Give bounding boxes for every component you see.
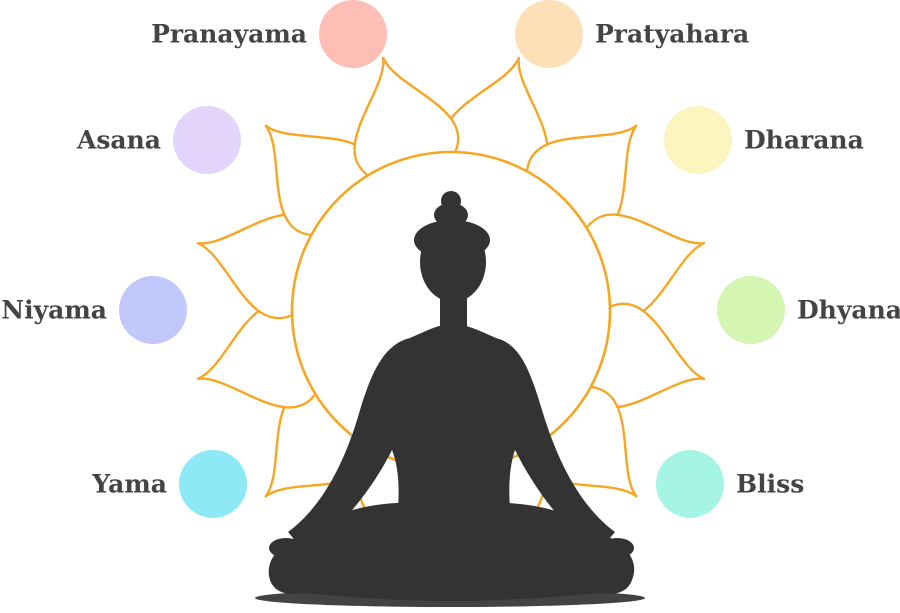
node-niyama: Niyama — [1, 276, 187, 344]
right-hand — [600, 538, 634, 558]
neck — [440, 290, 467, 330]
node-circle-niyama — [119, 276, 187, 344]
node-label-bliss: Bliss — [736, 470, 804, 499]
node-bliss: Bliss — [656, 450, 804, 518]
node-label-pratyahara: Pratyahara — [595, 20, 749, 49]
meditating-figure-silhouette — [268, 191, 635, 601]
node-asana: Asana — [76, 106, 241, 174]
node-dhyana: Dhyana — [717, 276, 900, 344]
limb-nodes: Yama Niyama Asana Pranayama Pratyahara Dharan… — [1, 0, 900, 518]
node-circle-asana — [173, 106, 241, 174]
node-circle-pratyahara — [515, 0, 583, 68]
node-circle-bliss — [656, 450, 724, 518]
node-circle-dhyana — [717, 276, 785, 344]
node-circle-yama — [179, 450, 247, 518]
node-label-niyama: Niyama — [1, 296, 107, 325]
node-label-dhyana: Dhyana — [797, 296, 900, 325]
node-pratyahara: Pratyahara — [515, 0, 749, 68]
node-pranayama: Pranayama — [151, 0, 387, 68]
node-label-pranayama: Pranayama — [151, 20, 307, 49]
node-label-asana: Asana — [76, 126, 161, 155]
head — [420, 222, 486, 302]
crossed-legs — [268, 502, 635, 601]
left-hand — [269, 538, 303, 558]
node-circle-pranayama — [319, 0, 387, 68]
node-label-dharana: Dharana — [744, 126, 864, 155]
node-circle-dharana — [664, 106, 732, 174]
node-dharana: Dharana — [664, 106, 864, 174]
node-label-yama: Yama — [91, 470, 167, 499]
lotus-petal — [353, 56, 460, 183]
node-yama: Yama — [91, 450, 247, 518]
torso-and-arms — [288, 324, 615, 552]
